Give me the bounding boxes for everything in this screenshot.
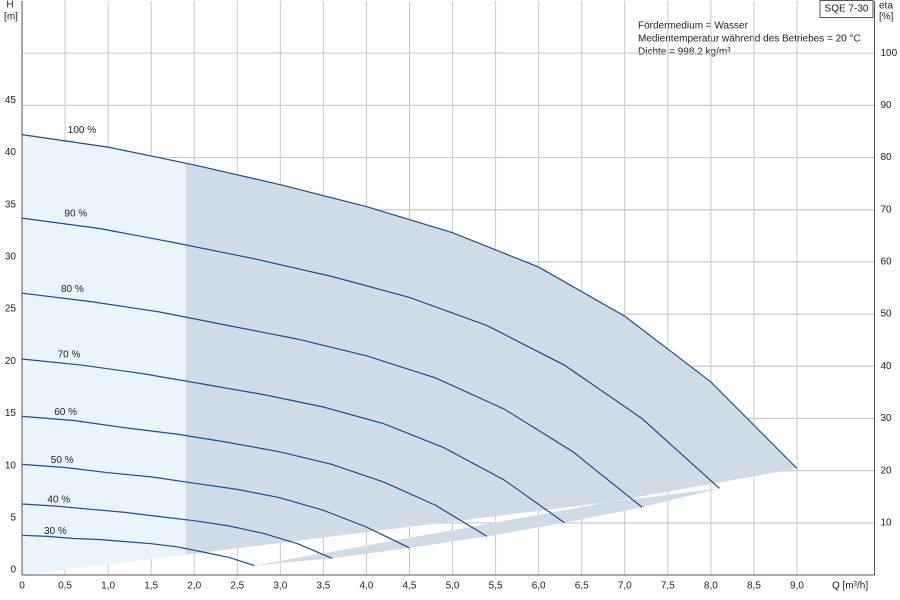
y2-tick-label: 80	[881, 152, 893, 163]
x-tick-label: 4,5	[403, 581, 417, 592]
y-tick-label: 15	[5, 408, 17, 419]
x-tick-label: 7,5	[661, 581, 675, 592]
x-tick-label: 5,0	[446, 581, 460, 592]
y2-tick-label: 40	[881, 361, 893, 372]
curve-label: 100 %	[68, 125, 96, 136]
area-operating	[185, 163, 797, 566]
curve-label: 30 %	[44, 526, 67, 537]
y-tick-label: 45	[5, 95, 17, 106]
x-tick-label: 0,5	[58, 581, 72, 592]
x-axis-label: Q [m³/h]	[832, 581, 868, 592]
y-axis-label: H	[6, 0, 13, 11]
y2-tick-label: 100	[881, 48, 898, 59]
y2-tick-label: 60	[881, 257, 893, 268]
y2-tick-label: 70	[881, 204, 893, 215]
x-tick-label: 5,5	[489, 581, 503, 592]
curve-label: 40 %	[47, 495, 70, 506]
x-tick-label: 3,5	[316, 581, 330, 592]
pump-curve	[21, 358, 565, 524]
x-tick-label: 4,0	[359, 581, 373, 592]
y-tick-label: 35	[5, 199, 17, 210]
curve-label: 80 %	[61, 284, 84, 295]
x-tick-label: 7,0	[618, 581, 632, 592]
pump-curve	[21, 134, 798, 469]
x-tick-label: 1,5	[144, 581, 158, 592]
pump-curve	[21, 217, 720, 489]
x-tick-label: 8,0	[704, 581, 718, 592]
y2-axis-unit: [%]	[879, 12, 894, 23]
curve-label: 50 %	[51, 455, 74, 466]
x-tick-label: 6,5	[575, 581, 589, 592]
x-tick-label: 9,0	[790, 581, 804, 592]
curve-label: 70 %	[58, 350, 81, 361]
x-tick-label: 2,0	[187, 581, 201, 592]
x-tick-label: 3,0	[273, 581, 287, 592]
area-low-flow	[22, 134, 186, 575]
y2-tick-label: 90	[881, 100, 893, 111]
y-axis-unit: [m]	[4, 12, 18, 23]
chart-title: SQE 7-30	[825, 4, 869, 15]
curve-label: 60 %	[54, 407, 77, 418]
pump-curve	[21, 292, 643, 508]
x-tick-label: 0	[19, 581, 25, 592]
y-tick-label: 30	[5, 252, 17, 263]
y-tick-label: 20	[5, 356, 17, 367]
pump-curve	[21, 415, 488, 537]
pump-curve	[21, 503, 333, 559]
annotation: Medientemperatur während des Betriebes =…	[638, 34, 861, 45]
y-tick-label: 5	[10, 512, 16, 523]
y2-tick-label: 10	[881, 517, 893, 528]
y-tick-label: 0	[10, 565, 16, 576]
y-tick-label: 10	[5, 460, 17, 471]
y2-tick-label: 50	[881, 309, 893, 320]
x-tick-label: 1,0	[101, 581, 115, 592]
annotation: Fördermedium = Wasser	[638, 21, 749, 32]
x-tick-label: 8,5	[747, 581, 761, 592]
x-tick-label: 6,0	[532, 581, 546, 592]
annotation: Dichte = 998.2 kg/m³	[638, 47, 731, 58]
y2-tick-label: 20	[881, 465, 893, 476]
title-box	[819, 0, 874, 18]
pump-curve	[21, 534, 255, 567]
curve-label: 90 %	[64, 209, 87, 220]
x-tick-label: 2,5	[230, 581, 244, 592]
pump-curve	[21, 463, 410, 549]
y-tick-label: 40	[5, 147, 17, 158]
y2-tick-label: 30	[881, 413, 893, 424]
y2-axis-label: eta	[879, 1, 893, 12]
y-tick-label: 25	[5, 304, 17, 315]
